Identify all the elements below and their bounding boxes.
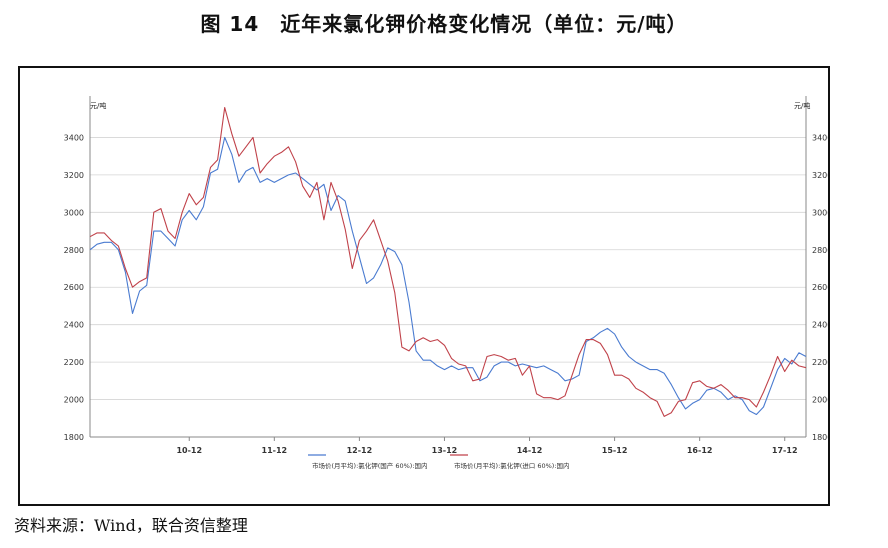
y-tick-label-right-1800: 1800 [812, 433, 828, 442]
right-axis-unit: 元/吨 [794, 101, 810, 110]
price-line-chart: 1800 1800 2000 2000 2200 2200 2400 2400 2600 2600… [64, 96, 828, 470]
y-tick-label-left-2400: 2400 [64, 321, 84, 330]
legend: 市场价(月平均):氯化钾(国产 60%):国内 市场价(月平均):氯化钾(进口 6… [308, 454, 570, 470]
left-axis-unit: 元/吨 [90, 101, 106, 110]
chart-frame [18, 66, 830, 506]
y-tick-label-right-2400: 2400 [812, 321, 828, 330]
x-tick-label-14-12: 14-12 [517, 446, 543, 455]
y-tick-label-left-1800: 1800 [64, 433, 84, 442]
y-tick-label-left-2000: 2000 [64, 396, 84, 405]
figure-title: 图 14 近年来氯化钾价格变化情况（单位：元/吨） [200, 12, 688, 36]
series-line-domestic [89, 136, 807, 416]
x-tick-label-12-12: 12-12 [347, 446, 373, 455]
x-tick-label-15-12: 15-12 [602, 446, 628, 455]
x-tick-label-17-12: 17-12 [772, 446, 798, 455]
y-tick-label-left-3400: 3400 [64, 133, 84, 142]
y-tick-label-left-2600: 2600 [64, 283, 84, 292]
x-tick-label-10-12: 10-12 [176, 446, 202, 455]
x-tick-label-13-12: 13-12 [432, 446, 458, 455]
y-tick-label-right-2800: 2800 [812, 246, 828, 255]
x-tick-label-11-12: 11-12 [262, 446, 288, 455]
y-tick-label-left-3200: 3200 [64, 171, 84, 180]
legend-label-import: 市场价(月平均):氯化钾(进口 60%):国内 [454, 461, 570, 470]
y-tick-label-right-2000: 2000 [812, 396, 828, 405]
y-tick-label-right-3000: 3000 [812, 208, 828, 217]
legend-label-domestic: 市场价(月平均):氯化钾(国产 60%):国内 [312, 461, 428, 470]
y-tick-label-right-2600: 2600 [812, 283, 828, 292]
y-tick-label-left-2200: 2200 [64, 358, 84, 367]
grid-lines [90, 137, 806, 400]
source-note: 资料来源：Wind，联合资信整理 [14, 516, 248, 535]
y-tick-label-right-3400: 3400 [812, 133, 828, 142]
x-tick-label-16-12: 16-12 [687, 446, 713, 455]
y-tick-label-right-3200: 3200 [812, 171, 828, 180]
series-line-import [89, 106, 807, 417]
y-tick-label-right-2200: 2200 [812, 358, 828, 367]
y-tick-label-left-3000: 3000 [64, 208, 84, 217]
axes: 1800 1800 2000 2000 2200 2200 2400 2400 2600 2600… [64, 96, 828, 455]
y-tick-label-left-2800: 2800 [64, 246, 84, 255]
series-lines [89, 106, 807, 417]
